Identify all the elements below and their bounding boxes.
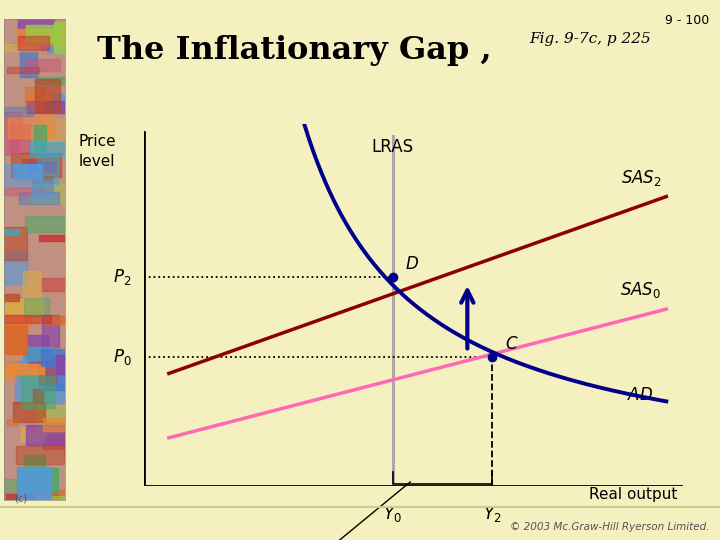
Bar — [0, 478, 41, 510]
Bar — [0, 227, 27, 260]
Bar — [47, 41, 62, 52]
Bar — [18, 467, 51, 499]
Bar — [0, 229, 19, 234]
Bar — [37, 404, 74, 433]
Bar — [17, 468, 58, 492]
Bar — [39, 357, 56, 385]
Bar — [42, 315, 59, 347]
Bar — [23, 347, 53, 360]
Text: $Y_0$: $Y_0$ — [383, 504, 402, 524]
Bar — [43, 418, 76, 431]
Bar — [0, 44, 40, 51]
Text: LRAS: LRAS — [372, 138, 414, 156]
Text: Real output: Real output — [590, 487, 678, 502]
Bar — [41, 278, 71, 291]
Bar — [30, 184, 82, 204]
Bar — [37, 77, 77, 84]
Bar — [11, 153, 60, 177]
Bar — [5, 315, 31, 326]
Bar — [24, 299, 49, 316]
Bar — [27, 101, 63, 113]
Bar — [24, 455, 45, 475]
Bar — [24, 216, 67, 232]
Text: $P_0$: $P_0$ — [113, 347, 132, 367]
Bar — [33, 389, 43, 403]
Text: $C$: $C$ — [505, 335, 518, 353]
Bar — [32, 176, 52, 192]
Bar — [14, 402, 45, 422]
Bar — [55, 22, 66, 53]
Bar — [17, 446, 64, 464]
Bar — [14, 370, 65, 402]
Text: The Inflationary Gap ,: The Inflationary Gap , — [97, 35, 492, 66]
Bar — [34, 125, 46, 151]
Bar — [0, 188, 42, 195]
Bar — [30, 141, 73, 156]
Bar — [19, 192, 59, 204]
Bar — [0, 364, 45, 374]
Text: $P_2$: $P_2$ — [113, 267, 132, 287]
Bar — [35, 496, 66, 502]
Bar — [8, 113, 55, 138]
Bar — [43, 422, 75, 449]
Bar — [6, 494, 58, 500]
Text: $SAS_0$: $SAS_0$ — [620, 280, 662, 300]
Text: © 2003 Mc.Graw-Hill Ryerson Limited.: © 2003 Mc.Graw-Hill Ryerson Limited. — [510, 522, 709, 532]
Bar — [27, 335, 48, 366]
Bar — [7, 68, 39, 73]
Bar — [46, 361, 78, 390]
Bar — [0, 252, 27, 284]
Bar — [24, 87, 44, 111]
Bar — [0, 294, 19, 301]
Bar — [35, 79, 60, 112]
Bar — [29, 426, 66, 432]
Bar — [26, 424, 76, 445]
Bar — [17, 29, 68, 45]
Text: Fig. 9-7c, p 225: Fig. 9-7c, p 225 — [529, 32, 651, 46]
Bar — [21, 376, 55, 408]
Bar — [9, 124, 30, 153]
Bar — [1, 326, 27, 354]
Text: $D$: $D$ — [405, 255, 419, 273]
Bar — [22, 427, 45, 441]
Text: (c): (c) — [14, 493, 27, 503]
Bar — [14, 164, 42, 179]
Bar — [22, 271, 41, 297]
Bar — [20, 51, 37, 77]
Bar — [55, 355, 73, 374]
Bar — [3, 106, 33, 116]
Bar — [39, 235, 66, 241]
Bar — [1, 165, 41, 188]
Bar — [7, 419, 19, 425]
Bar — [0, 361, 27, 367]
Text: $SAS_2$: $SAS_2$ — [621, 168, 662, 188]
Text: 9 - 100: 9 - 100 — [665, 14, 709, 26]
Bar — [45, 316, 83, 325]
Bar — [5, 299, 43, 323]
Bar — [32, 180, 53, 199]
Bar — [41, 349, 76, 367]
Bar — [40, 383, 63, 390]
Bar — [28, 93, 60, 99]
Text: $Y_2$: $Y_2$ — [483, 504, 501, 524]
Bar — [44, 119, 66, 141]
Bar — [35, 490, 73, 500]
Bar — [53, 94, 67, 109]
Bar — [0, 315, 50, 323]
Text: Price
level: Price level — [78, 134, 116, 168]
Bar — [0, 357, 16, 380]
Bar — [17, 36, 50, 50]
Bar — [37, 153, 58, 184]
Bar — [18, 15, 54, 38]
Text: $AD$: $AD$ — [626, 387, 653, 404]
Bar — [27, 25, 58, 42]
Bar — [0, 140, 19, 155]
Bar — [28, 162, 55, 172]
Bar — [0, 112, 22, 138]
Text: Inflationary gap: Inflationary gap — [269, 482, 410, 540]
Bar — [25, 59, 60, 71]
Bar — [12, 43, 53, 49]
Bar — [22, 159, 40, 173]
